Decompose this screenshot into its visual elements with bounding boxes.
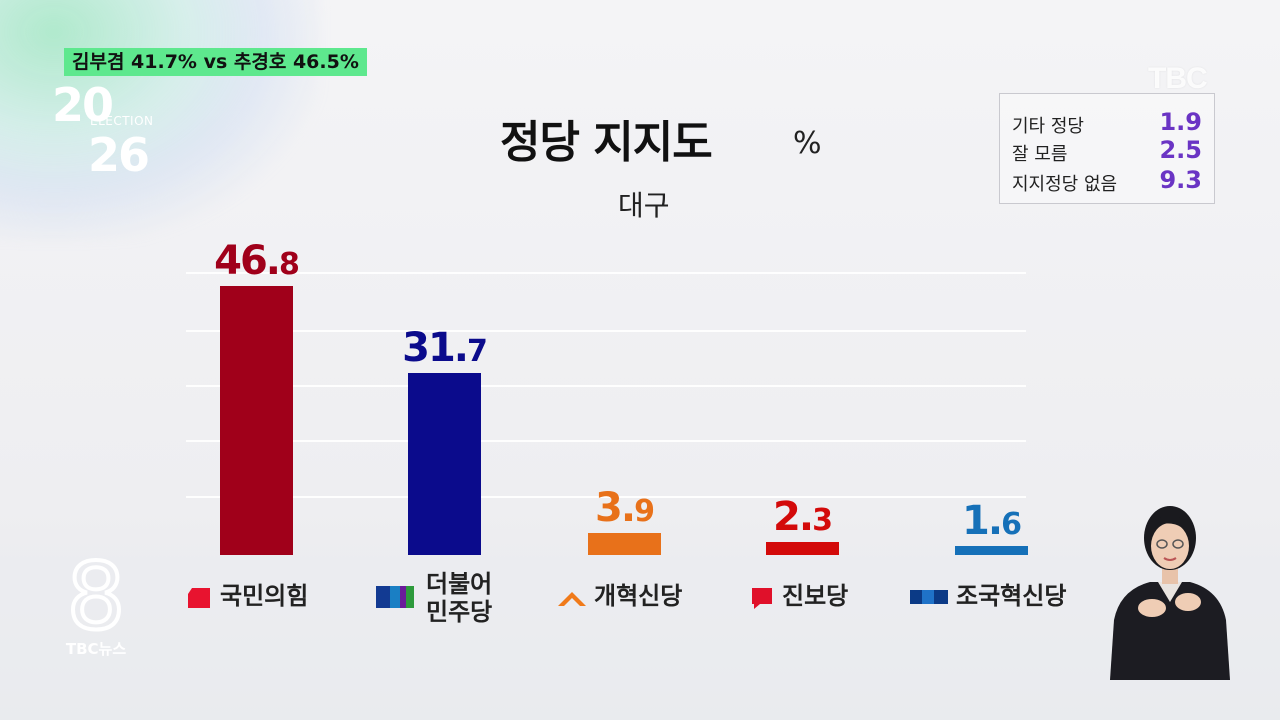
bar-value-decimal: 3 <box>812 502 833 538</box>
election-2026-logo: 20 ELECTION 26 <box>52 78 172 186</box>
legend-row-dont-know: 잘 모름 2.5 <box>1012 136 1202 165</box>
bar-value-decimal: 8 <box>278 246 300 282</box>
bar-value-integer: 31. <box>402 324 469 371</box>
category-name: 진보당 <box>782 582 849 610</box>
category-name: 국민의힘 <box>220 582 309 610</box>
tbc-watermark: TBC <box>1148 62 1208 95</box>
bar-value-label-5: 1.6 <box>931 498 1051 544</box>
bar-5 <box>955 545 1028 555</box>
rebuilding-korea-party-icon <box>910 590 948 604</box>
logo-top: 20 <box>52 78 114 132</box>
bar-2 <box>408 372 481 555</box>
bar-1 <box>220 285 293 555</box>
logo-mid: ELECTION <box>90 114 154 128</box>
gridline <box>186 385 1026 387</box>
category-label-democratic: 더불어 민주당 <box>376 570 526 628</box>
bar-value-decimal: 9 <box>634 493 655 529</box>
legend-row-other-party: 기타 정당 1.9 <box>1012 108 1202 137</box>
category-label-reform: 개혁신당 <box>556 572 716 628</box>
tbc-news-text: TBC뉴스 <box>66 640 126 658</box>
bar-value-label-1: 46.8 <box>196 238 316 284</box>
category-name: 개혁신당 <box>594 582 683 610</box>
bar-value-integer: 46. <box>214 237 281 284</box>
legend-value: 2.5 <box>1159 136 1202 164</box>
sign-language-interpreter <box>1110 506 1230 680</box>
category-name: 조국혁신당 <box>956 582 1067 610</box>
chart-title: 정당 지지도 <box>500 117 713 168</box>
bar-value-integer: 2. <box>773 493 814 540</box>
headline-ticker: 김부겸 41.7% vs 추경호 46.5% <box>64 48 367 76</box>
reform-party-icon <box>558 592 586 606</box>
tbc-news-logo: 8 TBC뉴스 <box>65 541 128 658</box>
progressive-party-icon <box>752 588 772 609</box>
category-name: 더불어 민주당 <box>426 570 493 626</box>
legend-label: 기타 정당 <box>1012 116 1084 137</box>
gridline <box>186 272 1026 274</box>
tbc-8-numeral: 8 <box>67 543 126 650</box>
category-label-ppp: 국민의힘 <box>186 572 336 628</box>
bar-value-label-3: 3.9 <box>564 485 684 531</box>
bar-value-integer: 3. <box>595 484 636 531</box>
bar-value-decimal: 6 <box>1001 506 1022 542</box>
bar-value-decimal: 7 <box>466 333 488 369</box>
corner-watercolor <box>0 0 320 240</box>
democratic-party-icon <box>376 586 414 608</box>
legend-row-no-party: 지지정당 없음 9.3 <box>1012 166 1202 195</box>
chart-unit: % <box>793 126 822 161</box>
category-label-progressive: 진보당 <box>750 572 870 628</box>
bottom-strip <box>0 556 1280 720</box>
other-responses-box: 기타 정당 1.9 잘 모름 2.5 지지정당 없음 9.3 <box>999 93 1215 204</box>
gridline <box>186 440 1026 442</box>
legend-label: 잘 모름 <box>1012 144 1068 165</box>
category-label-rebuilding-korea: 조국혁신당 <box>910 572 1080 628</box>
legend-value: 1.9 <box>1159 108 1202 136</box>
legend-label: 지지정당 없음 <box>1012 174 1118 195</box>
gridline <box>186 496 1026 498</box>
legend-value: 9.3 <box>1159 166 1202 194</box>
chart-subtitle: 대구 <box>618 189 670 222</box>
logo-bottom: 26 <box>88 128 150 182</box>
bar-value-integer: 1. <box>962 497 1003 544</box>
bar-value-label-2: 31.7 <box>384 325 504 371</box>
bar-value-label-4: 2.3 <box>742 494 862 540</box>
gridline <box>186 330 1026 332</box>
bar-3 <box>588 532 661 555</box>
ppp-party-icon <box>188 588 210 608</box>
bar-4 <box>766 541 839 555</box>
